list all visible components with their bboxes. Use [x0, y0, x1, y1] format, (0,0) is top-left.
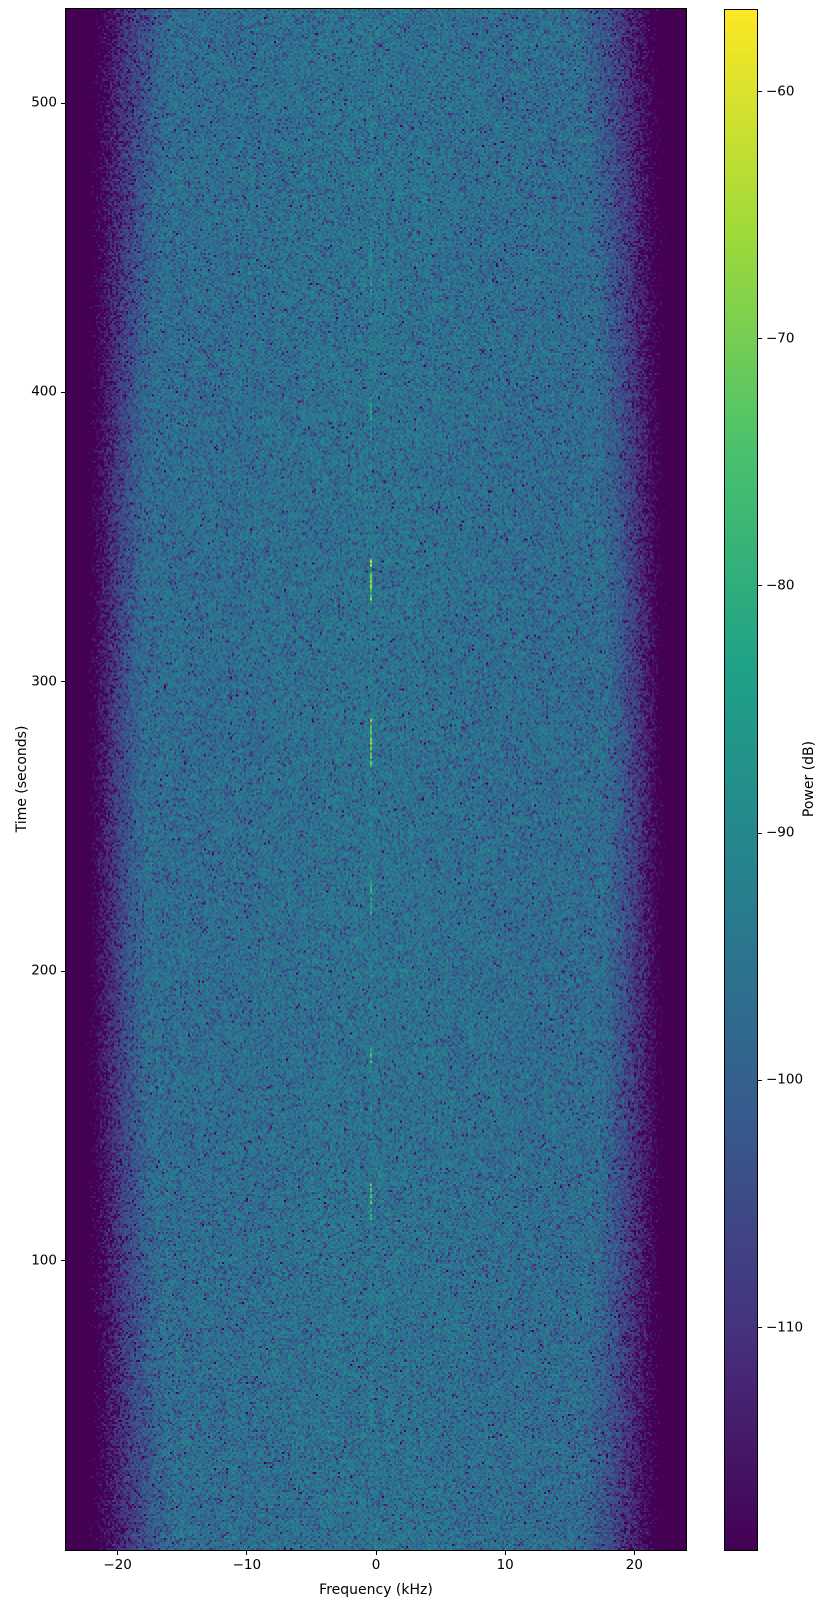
colorbar-tick-label: −60 — [766, 82, 795, 99]
colorbar-tick-label: −100 — [766, 1071, 804, 1088]
colorbar-tick-mark — [758, 91, 762, 93]
x-tick-label: 0 — [371, 1557, 381, 1573]
colorbar-label: Power (dB) — [801, 740, 817, 818]
colorbar-tick-label: −80 — [766, 577, 795, 594]
x-tick-label: −10 — [232, 1557, 262, 1573]
y-tick-label: 400 — [31, 383, 57, 400]
spectrogram-heatmap — [66, 9, 686, 1550]
colorbar-tick-mark — [758, 585, 762, 587]
y-tick-mark — [61, 1260, 65, 1262]
y-tick-mark — [61, 391, 65, 393]
x-tick-label: 10 — [496, 1557, 514, 1573]
x-tick-mark — [504, 1551, 506, 1555]
y-tick-mark — [61, 681, 65, 683]
plot-area — [65, 8, 687, 1551]
colorbar-tick-label: −90 — [766, 824, 795, 841]
colorbar-gradient — [725, 10, 757, 1550]
y-axis-label: Time (seconds) — [14, 725, 30, 833]
y-tick-mark — [61, 970, 65, 972]
y-tick-label: 300 — [31, 673, 57, 690]
colorbar-tick-mark — [758, 1079, 762, 1081]
y-tick-label: 500 — [31, 94, 57, 111]
colorbar-tick-label: −110 — [766, 1318, 804, 1335]
x-tick-label: −20 — [103, 1557, 132, 1573]
x-tick-label: 20 — [625, 1557, 643, 1573]
x-tick-mark — [375, 1551, 377, 1555]
colorbar-tick-mark — [758, 1327, 762, 1329]
x-tick-mark — [246, 1551, 248, 1555]
colorbar — [724, 9, 758, 1551]
x-tick-mark — [633, 1551, 635, 1555]
x-axis-label: Frequency (kHz) — [319, 1582, 433, 1598]
y-tick-label: 200 — [31, 962, 57, 979]
x-tick-mark — [117, 1551, 119, 1555]
colorbar-tick-mark — [758, 338, 762, 340]
y-tick-label: 100 — [31, 1251, 57, 1268]
colorbar-tick-mark — [758, 832, 762, 834]
colorbar-tick-label: −70 — [766, 330, 795, 346]
y-tick-mark — [61, 102, 65, 104]
